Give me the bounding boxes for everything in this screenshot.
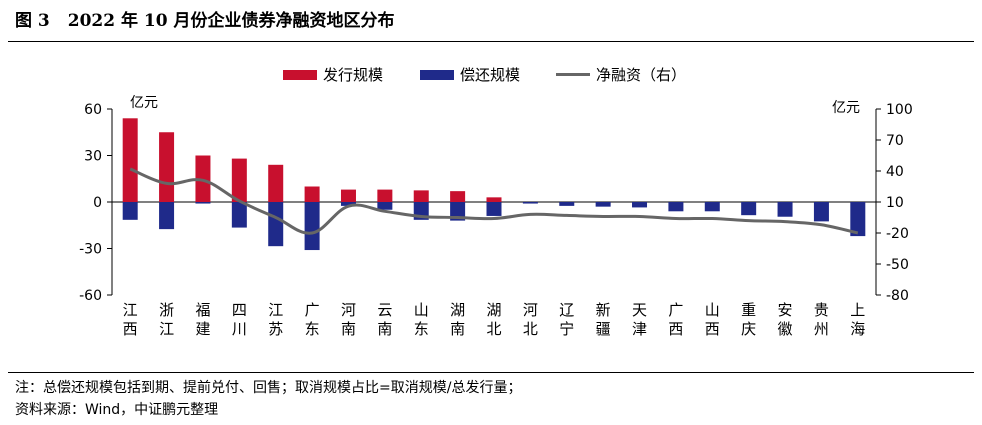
x-category-label: 江苏 — [268, 301, 283, 338]
figure-title-text: 2022 年 10 月份企业债券净融资地区分布 — [67, 11, 395, 31]
bar-issue — [377, 189, 393, 202]
x-category-label: 浙江 — [159, 301, 174, 338]
bar-issue — [413, 190, 429, 202]
top-divider — [8, 41, 974, 42]
legend-line-net — [556, 73, 590, 76]
y-right-tick-label: -20 — [886, 226, 909, 242]
bar-issue — [159, 132, 175, 202]
bar-repay — [268, 202, 284, 247]
bar-repay — [231, 202, 247, 228]
source-note: 资料来源：Wind，中证鹏元整理 — [15, 402, 219, 418]
bar-repay — [522, 202, 538, 204]
bar-repay — [813, 202, 829, 222]
y-right-tick-label: 70 — [886, 133, 904, 149]
x-category-label: 广西 — [668, 301, 683, 338]
legend-item-repay: 偿还规模 — [420, 64, 520, 85]
bar-issue — [450, 191, 466, 202]
x-category-label: 天津 — [632, 301, 647, 338]
bar-repay — [595, 202, 611, 207]
legend-label-net: 净融资（右） — [596, 66, 687, 84]
y-left-tick-label: 60 — [84, 102, 102, 118]
bar-repay — [159, 202, 175, 230]
line-net-financing — [129, 167, 859, 235]
bar-repay — [850, 202, 866, 237]
x-category-label: 河南 — [341, 301, 356, 338]
y-right-tick-label: 100 — [886, 102, 913, 118]
figure-number: 图 3 — [15, 11, 50, 31]
x-category-label: 河北 — [523, 301, 538, 338]
x-category-label: 安徽 — [778, 301, 793, 338]
legend-swatch-issue — [283, 69, 317, 80]
y-left-tick-label: 30 — [84, 149, 102, 165]
bottom-divider — [8, 372, 974, 373]
chart-legend: 发行规模 偿还规模 净融资（右） — [0, 64, 982, 86]
x-category-label: 山西 — [705, 301, 720, 338]
bar-repay — [122, 202, 138, 220]
x-category-label: 新疆 — [596, 301, 611, 338]
bar-issue — [304, 186, 320, 202]
bar-issue — [195, 155, 211, 202]
bar-repay — [486, 202, 502, 216]
figure-title: 图 3 2022 年 10 月份企业债券净融资地区分布 — [15, 6, 394, 31]
footnote: 注：总偿还规模包括到期、提前兑付、回售；取消规模占比=取消规模/总发行量； — [15, 380, 522, 396]
x-category-label: 山东 — [414, 301, 429, 338]
bar-repay — [559, 202, 575, 206]
x-category-label: 云南 — [377, 301, 392, 338]
x-category-label: 上海 — [850, 301, 865, 338]
x-category-label: 辽宁 — [559, 301, 574, 338]
bar-issue — [231, 158, 247, 202]
legend-item-net: 净融资（右） — [556, 64, 686, 85]
x-category-label: 四川 — [232, 301, 247, 338]
legend-swatch-repay — [420, 69, 454, 80]
bar-repay — [632, 202, 648, 208]
y-right-tick-label: 40 — [886, 164, 904, 180]
bar-issue — [122, 118, 138, 202]
bar-repay — [195, 202, 211, 204]
bar-repay — [668, 202, 684, 212]
legend-item-issue: 发行规模 — [283, 64, 383, 85]
x-category-label: 贵州 — [814, 301, 829, 338]
y-left-tick-label: -60 — [79, 288, 102, 304]
y-left-tick-label: 0 — [93, 195, 102, 211]
bar-repay — [340, 202, 356, 206]
bar-repay — [304, 202, 320, 251]
x-category-label: 广东 — [305, 301, 320, 338]
x-category-label: 福建 — [195, 301, 210, 338]
x-category-label: 湖北 — [486, 301, 501, 338]
bar-issue — [268, 164, 284, 202]
y-right-tick-label: -50 — [886, 257, 909, 273]
y-right-tick-label: 10 — [886, 195, 904, 211]
bar-line-chart: 60 30 0 -30 -60 亿元 100 70 40 10 -20 -50 -80 亿元江西浙江福建四… — [79, 95, 913, 338]
x-category-label: 湖南 — [450, 301, 465, 338]
legend-label-repay: 偿还规模 — [460, 66, 521, 84]
legend-label-issue: 发行规模 — [323, 66, 384, 84]
bar-repay — [741, 202, 757, 216]
bar-repay — [377, 202, 393, 210]
y-right-tick-label: -80 — [886, 288, 909, 304]
y-left-axis-title: 亿元 — [130, 95, 158, 111]
bar-repay — [704, 202, 720, 212]
bar-repay — [777, 202, 793, 217]
y-left-tick-label: -30 — [79, 242, 102, 258]
x-category-label: 江西 — [123, 301, 138, 338]
bar-issue — [340, 189, 356, 202]
bar-issue — [486, 197, 502, 202]
y-right-axis-title: 亿元 — [832, 100, 860, 116]
x-category-label: 重庆 — [741, 301, 756, 338]
